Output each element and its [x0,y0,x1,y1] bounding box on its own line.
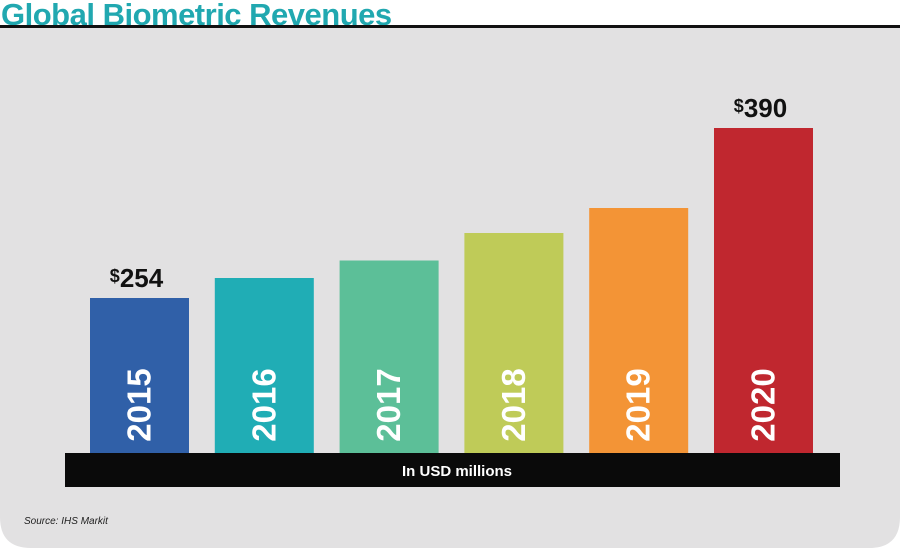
category-label-2017: 2017 [370,368,407,441]
bar-2015 [90,298,189,453]
source-note: Source: IHS Markit [24,516,109,527]
bar-2020 [714,128,813,453]
data-label-2015: $254 [110,263,164,293]
category-label-2018: 2018 [495,368,532,441]
bar-2019 [589,208,689,453]
bar-2017 [339,260,439,453]
category-label-2016: 2016 [245,368,282,441]
data-label-2020: $390 [734,93,787,123]
unit-bar [65,453,840,487]
value-labels-layer: $254 $390 [110,93,787,293]
unit-label: In USD millions [402,463,512,480]
bar-2016 [214,278,314,453]
category-label-2020: 2020 [745,368,782,441]
category-label-2019: 2019 [620,368,657,441]
bars-layer: 2015 2016 2017 2018 2019 2020 [90,128,813,453]
chart-panel: 2015 2016 2017 2018 2019 2020 $254 $390 In USD… [0,25,900,550]
bar-chart: 2015 2016 2017 2018 2019 2020 $254 $390 In USD… [0,25,900,548]
category-label-2015: 2015 [121,368,158,441]
bar-2018 [464,233,564,453]
